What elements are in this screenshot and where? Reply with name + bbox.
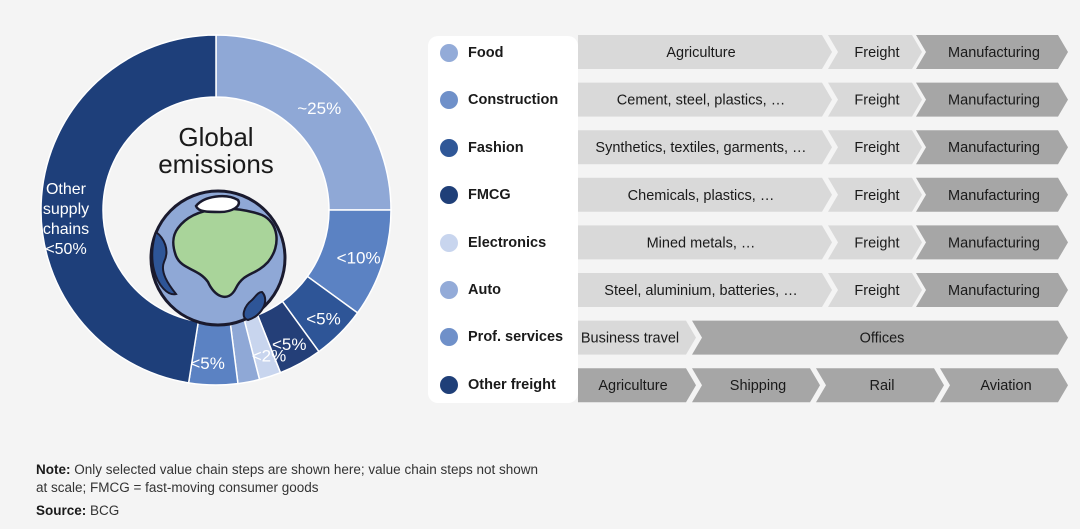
slice-label: <2%	[252, 347, 287, 366]
legend-item: Other freight	[428, 370, 556, 400]
note-label: Note:	[36, 462, 71, 477]
value-chain-step-label: Chemicals, plastics, …	[628, 188, 775, 204]
other-label-line: supply	[43, 201, 89, 218]
legend-dot	[440, 328, 458, 347]
legend-dot	[440, 91, 458, 110]
legend-dot	[440, 186, 458, 205]
value-chain-step-label: Freight	[854, 283, 899, 299]
value-chain-step-label: Manufacturing	[948, 283, 1040, 299]
value-chain-step	[578, 273, 832, 307]
legend-item: Prof. services	[428, 322, 563, 352]
value-chain-step	[828, 35, 922, 69]
value-chain-step-label: Manufacturing	[948, 140, 1040, 156]
value-chain-step	[940, 368, 1068, 403]
value-chain-steps: Agriculture Freight Manufacturing Cement, s…	[578, 35, 1068, 403]
legend-label: Food	[468, 45, 504, 61]
legend-item: Construction	[428, 85, 558, 115]
value-chain-step-label: Manufacturing	[948, 45, 1040, 61]
footnote: Note: Only selected value chain steps ar…	[36, 461, 538, 497]
legend-label: Other freight	[468, 376, 556, 393]
value-chain-step	[578, 320, 696, 355]
value-chain-step-label: Manufacturing	[948, 235, 1040, 251]
slice-label: <5%	[306, 309, 341, 328]
value-chain-step	[578, 225, 832, 260]
value-chain-step	[916, 225, 1068, 260]
value-chain-step	[828, 177, 922, 212]
value-chain-step	[692, 320, 1068, 355]
legend-label: Fashion	[468, 139, 524, 156]
slice-labels: ~25%<10%<5%<5%<2%<5%	[190, 99, 380, 373]
value-chain-step	[828, 225, 922, 260]
value-chain-step-label: Rail	[870, 378, 895, 394]
value-chain-step	[578, 35, 832, 69]
slice-label: <10%	[337, 248, 381, 267]
legend-dot	[440, 281, 458, 299]
legend-dot	[440, 138, 458, 157]
value-chain-step	[578, 130, 832, 165]
value-chain-step	[692, 368, 820, 403]
legend-item: Auto	[428, 275, 501, 305]
value-chain-step	[828, 273, 922, 307]
note-text-2: at scale; FMCG = fast-moving consumer go…	[36, 480, 319, 495]
value-chain-step-label: Mined metals, …	[647, 235, 756, 251]
slice-label: <5%	[190, 354, 225, 373]
legend-item: Fashion	[428, 133, 524, 163]
source-line: Source: BCG	[36, 502, 119, 520]
value-chain-step	[816, 368, 944, 403]
legend-label: Auto	[468, 282, 502, 298]
other-label-line: chains	[43, 221, 89, 238]
value-chain-step-label: Steel, aluminium, batteries, …	[604, 283, 797, 299]
slice-label: ~25%	[297, 99, 341, 118]
legend-item: FMCG	[428, 180, 511, 210]
value-chain-step	[916, 82, 1068, 117]
emissions-donut-chart: Global emissions ~25%<10%<5%<5%<2%<5% Ot…	[40, 34, 392, 386]
legend-dot	[440, 233, 458, 252]
value-chain-step-label: Freight	[854, 235, 899, 251]
source-label: Source:	[36, 503, 87, 518]
value-chain-step-label: Business travel	[581, 331, 679, 347]
note-text: Only selected value chain steps are show…	[70, 462, 539, 477]
legend-panel: Food Construction Fashion FMCG Electronics Au…	[428, 36, 578, 403]
value-chain-step	[916, 177, 1068, 212]
value-chain-step-label: Cement, steel, plastics, …	[617, 93, 785, 109]
other-supply-chains-label: Other supply chains <50%	[43, 181, 89, 258]
legend-item: Electronics	[428, 228, 546, 258]
value-chain-step	[578, 177, 832, 212]
value-chain-step-label: Aviation	[980, 378, 1031, 394]
value-chain-step	[916, 35, 1068, 69]
other-label-line: Other	[46, 181, 87, 198]
value-chain-step-label: Offices	[860, 331, 905, 347]
value-chain-step	[578, 82, 832, 117]
value-chain-step	[828, 82, 922, 117]
value-chain-step-label: Agriculture	[666, 45, 735, 61]
value-chain-step	[916, 130, 1068, 165]
value-chain-step	[828, 130, 922, 165]
legend-item: Food	[428, 38, 503, 68]
legend-label: Prof. services	[468, 329, 564, 346]
value-chain-step	[578, 368, 696, 403]
source-text: BCG	[86, 503, 120, 518]
legend-dot	[440, 44, 458, 62]
globe-icon	[149, 189, 287, 327]
value-chain-step-label: Freight	[854, 45, 899, 61]
center-title-line2: emissions	[158, 149, 274, 179]
legend-label: Electronics	[468, 234, 547, 251]
value-chain-step-label: Freight	[854, 93, 899, 109]
center-title-line1: Global	[178, 122, 253, 152]
value-chain-step-label: Shipping	[730, 378, 786, 394]
value-chain-step-label: Freight	[854, 188, 899, 204]
legend-dot	[440, 375, 458, 394]
value-chain-step-label: Freight	[854, 140, 899, 156]
value-chain-step-label: Manufacturing	[948, 93, 1040, 109]
value-chain-step-label: Synthetics, textiles, garments, …	[595, 140, 806, 156]
other-label-line: <50%	[45, 241, 86, 258]
value-chain-step-label: Agriculture	[598, 378, 667, 394]
legend-label: Construction	[468, 92, 559, 109]
value-chain-step-label: Manufacturing	[948, 188, 1040, 204]
legend-label: FMCG	[468, 187, 511, 204]
slice-label: <5%	[272, 335, 307, 354]
value-chain-step	[916, 273, 1068, 307]
donut-slice	[40, 34, 217, 384]
